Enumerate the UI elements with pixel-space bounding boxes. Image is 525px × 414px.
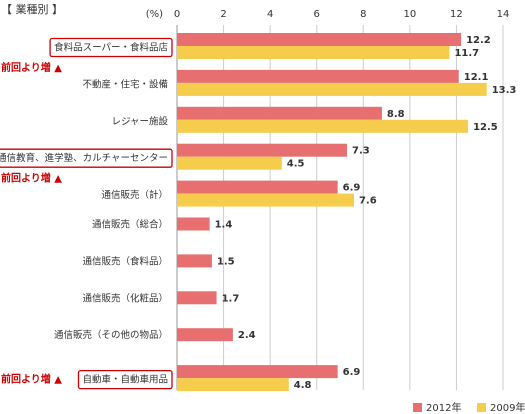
value-label-2012: 8.8 (387, 109, 405, 120)
bar-2009 (177, 378, 289, 392)
x-tick-label: 8 (360, 9, 366, 20)
category-row: 自動車・自動車用品 前回より増 ▲ 6.9 4.8 (1, 365, 361, 392)
bar-2012 (177, 365, 338, 379)
value-label-2012: 7.3 (352, 146, 370, 157)
category-label: 食料品スーパー・食料品店 (54, 42, 168, 54)
value-label-2009: 11.7 (454, 48, 479, 59)
increase-note: 前回より増 ▲ (1, 61, 62, 74)
value-label-2012: 12.2 (466, 35, 491, 46)
increase-note: 前回より増 ▲ (1, 172, 62, 185)
value-label-2009: 4.5 (287, 159, 305, 170)
category-highlight-box (49, 37, 173, 58)
bar-2012 (177, 291, 217, 305)
category-label: 通信販売（食料品） (82, 255, 168, 267)
category-row: レジャー施設 8.8 12.5 (111, 106, 498, 133)
category-label: 通信販売（化粧品） (82, 292, 168, 304)
value-label-2009: 13.3 (492, 85, 517, 96)
value-label-2009: 7.6 (359, 196, 377, 207)
category-label: 不動産・住宅・設備 (82, 78, 168, 90)
value-label-2012: 1.4 (215, 220, 233, 231)
value-label-2012: 6.9 (343, 367, 361, 378)
bar-2009 (177, 193, 354, 207)
legend-swatch (413, 403, 422, 412)
value-label-2009: 12.5 (473, 122, 498, 133)
value-label-2012: 12.1 (464, 72, 489, 83)
bar-2012 (177, 328, 233, 342)
category-row: 通信販売（化粧品） 1.7 (82, 291, 240, 305)
x-tick-label: 2 (220, 9, 226, 20)
x-tick-label: 0 (174, 9, 180, 20)
bar-2012 (177, 180, 338, 194)
bar-2012 (177, 254, 212, 268)
value-label-2009: 4.8 (294, 380, 312, 391)
category-row: 通信販売（計） 6.9 7.6 (101, 180, 377, 207)
bar-2009 (177, 119, 469, 133)
unit-label: (%) (146, 9, 163, 20)
category-row: 不動産・住宅・設備 12.113.3 (82, 69, 517, 96)
legend: 2012年 2009年 (413, 401, 525, 414)
bar-2009 (177, 46, 450, 59)
category-label: 通信教育、進学塾、カルチャーセンター (0, 152, 168, 164)
bar-2012 (177, 106, 382, 120)
x-tick-label: 12 (450, 9, 463, 20)
category-label: 自動車・自動車用品 (82, 374, 168, 386)
x-tick-label: 6 (314, 9, 320, 20)
increase-note: 前回より増 ▲ (1, 373, 62, 386)
x-tick-label: 10 (403, 9, 416, 20)
chart-title: 【 業種別 】 (1, 2, 63, 16)
category-label: 通信販売（計） (101, 189, 168, 201)
category-highlight-box (0, 148, 173, 168)
bar-2012 (177, 143, 347, 157)
bar-2012 (177, 33, 462, 46)
value-label-2012: 6.9 (343, 183, 361, 194)
category-label: 通信販売（その他の物品） (54, 329, 168, 341)
category-row: 通信販売（食料品） 1.5 (82, 254, 235, 268)
category-row: 通信販売（その他の物品） 2.4 (54, 328, 256, 342)
legend-label: 2012年 (426, 401, 461, 414)
value-label-2012: 1.5 (217, 256, 235, 267)
category-row: 通信販売（総合） 1.4 (92, 217, 233, 231)
x-tick-label: 14 (497, 9, 510, 20)
legend-label: 2009年 (490, 401, 525, 414)
x-tick-label: 4 (267, 9, 273, 20)
legend-swatch (477, 403, 486, 412)
category-label: 通信販売（総合） (92, 219, 168, 231)
bar-2009 (177, 82, 487, 96)
value-label-2012: 2.4 (238, 330, 256, 341)
x-tick-labels: 0 2 4 6 8 10 12 14 (174, 9, 510, 20)
bar-2012 (177, 69, 459, 83)
value-label-2012: 1.7 (222, 293, 240, 304)
category-highlight-box (77, 369, 173, 390)
bar-2009 (177, 156, 282, 170)
category-label: レジャー施設 (111, 115, 168, 127)
bar-2012 (177, 217, 210, 231)
